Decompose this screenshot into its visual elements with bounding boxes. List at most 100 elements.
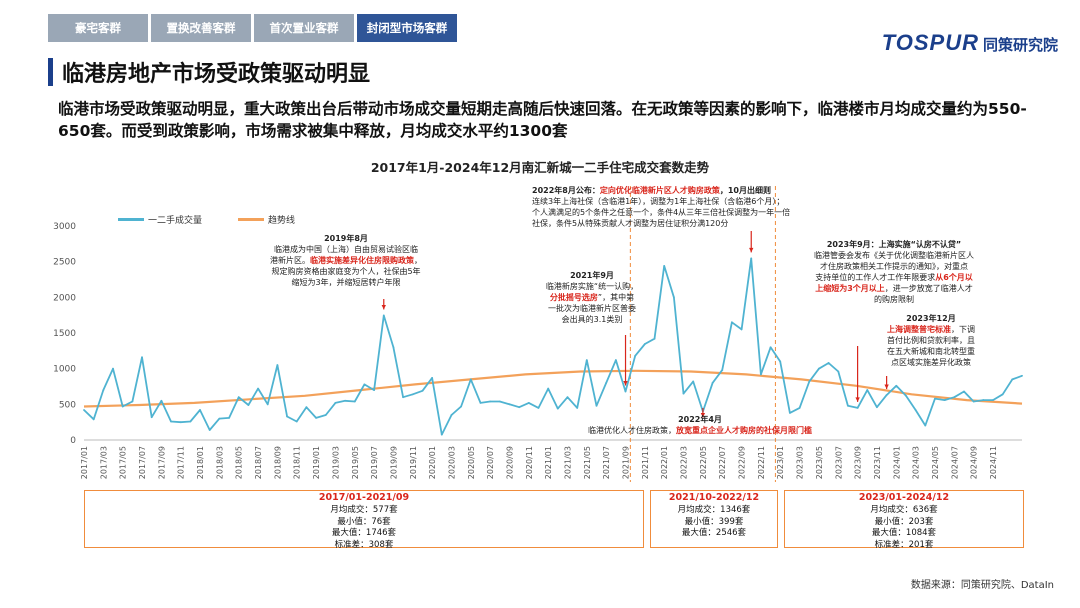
legend-swatch-volume	[118, 218, 144, 221]
x-tick-label: 2018/03	[215, 446, 224, 479]
x-tick-label: 2024/07	[950, 446, 959, 479]
volume-point	[286, 415, 288, 418]
volume-point	[179, 421, 182, 424]
ann-2021-l2: 临港新房实施“统一认购，	[545, 282, 639, 291]
volume-point	[624, 390, 627, 393]
volume-point	[566, 396, 569, 399]
stat-std: 标准差：308套	[334, 539, 394, 550]
volume-point	[421, 389, 424, 392]
volume-point	[721, 369, 724, 371]
x-tick-label: 2024/11	[989, 446, 998, 479]
volume-point	[547, 387, 550, 390]
x-tick-label: 2020/07	[486, 446, 495, 479]
volume-point	[760, 373, 762, 376]
ann-2023-09-l3: 才住房政策相关工作提示的通知》，对重点	[820, 262, 968, 271]
ann-2023-09-l5: 上缩短为3个月以上，进一步放宽了临港人才	[815, 284, 973, 293]
ann-2021-l5: 会出具的3.1类别	[561, 315, 623, 324]
ann-2022-08-l4: 社保，条件5从特殊贡献人才调整为居住证积分满120分	[532, 219, 729, 228]
volume-point	[121, 405, 124, 408]
volume-point	[266, 403, 269, 406]
stat-max: 最大值：2546套	[681, 528, 747, 538]
volume-point	[576, 407, 579, 409]
stat-period: 2017/01-2021/09	[318, 492, 410, 503]
volume-point	[769, 346, 772, 349]
volume-point	[237, 396, 240, 399]
volume-point	[141, 356, 143, 359]
volume-point	[1021, 374, 1023, 377]
volume-point	[934, 397, 936, 400]
volume-point	[373, 389, 376, 391]
ann-2023-09-l2: 临港管委会发布《关于优化调整临港新片区人	[814, 251, 974, 260]
legend-item-volume: 一二手成交量	[118, 213, 202, 226]
volume-point	[460, 405, 463, 408]
logo-name: 同策研究院	[982, 36, 1058, 54]
x-tick-label: 2019/07	[370, 446, 379, 479]
annotation-2019-08: 2019年8月 临港成为中国（上海）自由贸易试验区临 港新片区。临港实施差异化住…	[252, 233, 440, 288]
stat-period: 2021/10-2022/12	[668, 492, 760, 503]
volume-point	[653, 337, 656, 340]
volume-point	[643, 343, 646, 345]
volume-point	[730, 321, 733, 324]
volume-point	[992, 399, 994, 401]
volume-point	[189, 420, 192, 423]
volume-point	[450, 414, 453, 416]
x-tick-label: 2019/05	[351, 446, 360, 479]
arrow-2022-08-head	[749, 247, 754, 253]
x-tick-label: 2018/05	[235, 446, 244, 479]
volume-point	[150, 416, 153, 419]
volume-point	[257, 387, 259, 390]
volume-point	[315, 416, 317, 419]
volume-point	[556, 407, 559, 410]
tab-luxury[interactable]: 豪宅客群	[48, 14, 148, 42]
volume-point	[779, 360, 782, 363]
x-tick-label: 2023/05	[815, 446, 824, 479]
title-accent-bar	[48, 58, 53, 86]
tab-upgrade[interactable]: 置换改善客群	[151, 14, 251, 42]
volume-point	[324, 414, 327, 416]
x-tick-label: 2024/01	[892, 446, 901, 479]
arrow-2022-04-head	[700, 413, 706, 418]
volume-point	[672, 296, 675, 299]
stat-max: 最大值：1084套	[871, 528, 937, 538]
x-tick-label: 2021/09	[622, 446, 631, 479]
x-tick-label: 2019/11	[409, 446, 418, 479]
volume-point	[527, 402, 530, 404]
volume-point	[837, 370, 840, 373]
ann-2023-12-l3: 首付比例和贷款利率，且	[887, 336, 975, 345]
volume-point	[518, 406, 521, 409]
x-tick-label: 2020/03	[447, 446, 456, 479]
x-tick-label: 2021/07	[602, 446, 611, 479]
volume-point	[963, 390, 965, 393]
volume-point	[295, 420, 298, 423]
volume-point	[866, 389, 869, 391]
tab-closed-market[interactable]: 封闭型市场客群	[357, 14, 457, 42]
page-title: 临港房地产市场受政策驱动明显	[62, 62, 371, 87]
scene-tabs: 豪宅客群 置换改善客群 首次置业客群 封闭型市场客群	[48, 14, 457, 42]
ann-2022-08-l3: 个人满满足的5个条件之任意一个，条件4从三年三倍社保调整为一年一倍	[532, 208, 791, 217]
x-tick-label: 2020/05	[467, 446, 476, 479]
ann-2021-l3: 分批摇号选房”，其中第	[549, 293, 635, 302]
ann-2022-04-l2: 临港优化人才住房政策，放宽重点企业人才购房的社保月限门槛	[588, 426, 812, 435]
x-tick-label: 2020/01	[428, 446, 437, 479]
x-tick-label: 2022/11	[757, 446, 766, 479]
y-tick-label: 2500	[53, 258, 76, 268]
volume-point	[876, 406, 878, 409]
volume-point	[112, 367, 114, 370]
legend-label-volume: 一二手成交量	[148, 216, 203, 226]
x-tick-label: 2024/03	[912, 446, 921, 479]
volume-point	[885, 394, 888, 396]
volume-point	[431, 377, 434, 379]
volume-point	[943, 399, 946, 401]
volume-point	[789, 411, 791, 414]
tab-first-home[interactable]: 首次置业客群	[254, 14, 354, 42]
ann-2023-12-l5: 点区域实施差异化政策	[891, 358, 971, 367]
ann-2023-12-date: 2023年12月	[906, 314, 956, 323]
stat-min: 最小值：76套	[337, 516, 391, 527]
volume-point	[479, 402, 482, 404]
volume-point	[605, 382, 608, 384]
ann-2019-date: 2019年8月	[324, 234, 368, 243]
volume-point	[102, 389, 105, 391]
y-tick-label: 1500	[53, 329, 76, 339]
volume-point	[750, 257, 753, 260]
